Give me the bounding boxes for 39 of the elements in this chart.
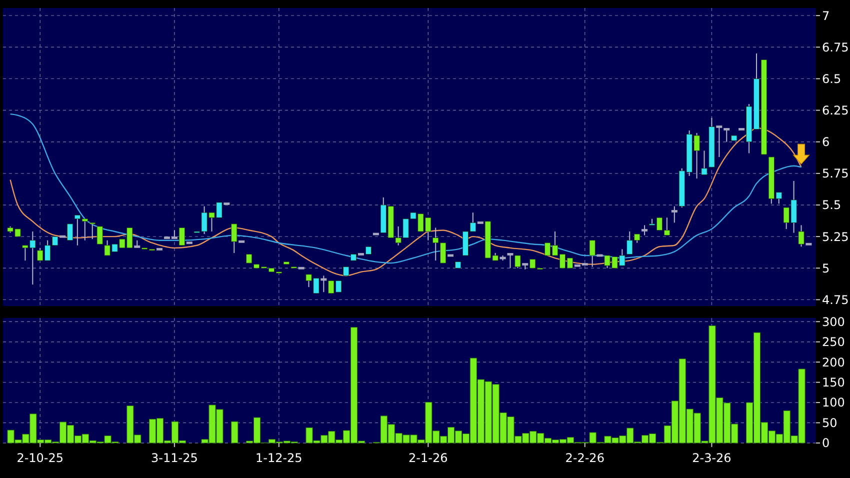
- y-tick-label: 5.25: [822, 230, 849, 244]
- x-tick-label: 3-11-25: [151, 451, 198, 465]
- y-tick-label: 6.75: [822, 40, 849, 54]
- candlestick: [514, 254, 521, 269]
- bar: [231, 421, 238, 444]
- y-tick-label: 6.5: [822, 72, 842, 86]
- y-tick-label: 300: [822, 314, 845, 329]
- candlestick: [66, 223, 73, 241]
- candlestick: [589, 240, 596, 268]
- candlestick: [89, 222, 96, 240]
- candlestick: [671, 206, 678, 224]
- candlestick: [716, 125, 722, 158]
- y-tick-label: 6: [822, 135, 830, 150]
- y-tick-label: 5: [822, 261, 830, 276]
- x-tick-label: 2-3-26: [692, 451, 732, 465]
- x-tick-label: 2-10-25: [16, 451, 64, 465]
- candlestick: [642, 224, 648, 236]
- x-tick-label: 2-2-26: [565, 451, 604, 465]
- candlestick: [701, 150, 708, 176]
- y-tick-label: 200: [822, 355, 845, 370]
- candlestick: [320, 275, 327, 293]
- y-tick-label: 0: [822, 436, 830, 450]
- x-tick-label: 2-1-26: [408, 451, 448, 465]
- y-tick-label: 150: [822, 376, 845, 390]
- y-tick-label: 250: [822, 335, 845, 350]
- candlestick: [231, 223, 238, 254]
- candlestick: [724, 128, 730, 142]
- y-tick-label: 7: [822, 8, 830, 23]
- y-tick-label: 5.5: [822, 198, 842, 212]
- candlestick: [96, 226, 103, 245]
- candlestick: [507, 253, 514, 269]
- y-tick-label: 4.75: [822, 292, 849, 307]
- y-tick-label: 100: [822, 396, 845, 410]
- y-tick-label: 50: [822, 416, 838, 430]
- y-tick-label: 6.25: [822, 103, 849, 118]
- y-tick-label: 5.75: [822, 166, 849, 181]
- candlestick: [798, 224, 804, 248]
- x-tick-label: 1-12-25: [255, 451, 302, 465]
- candlestick: [178, 227, 185, 246]
